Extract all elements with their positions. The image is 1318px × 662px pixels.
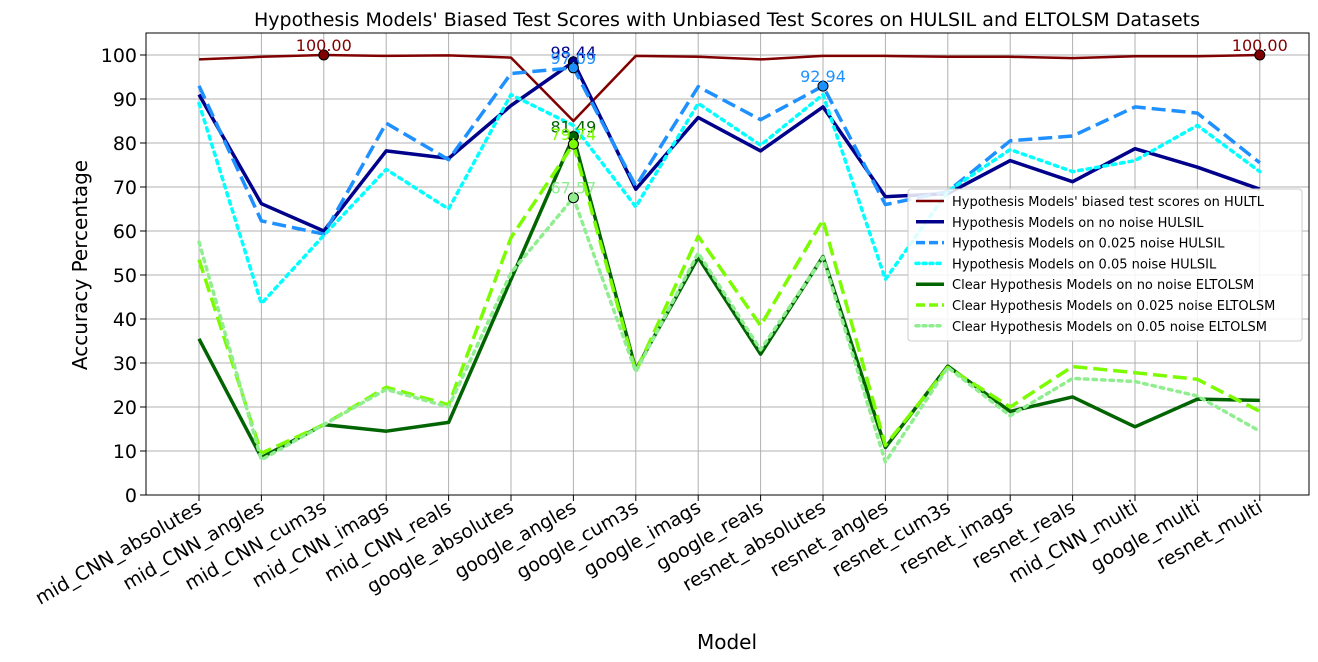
grid xyxy=(146,33,1309,496)
data-point-marker xyxy=(817,80,829,92)
plot-frame xyxy=(145,32,1310,496)
legend: Hypothesis Models' biased test scores on… xyxy=(907,188,1303,342)
y-tick-label: 100 xyxy=(101,45,137,67)
legend-label: Hypothesis Models on 0.05 noise HULSIL xyxy=(952,257,1217,272)
y-axis: 0 10 20 30 40 50 60 70 80 90 100 xyxy=(101,45,146,507)
data-point-label: 97.09 xyxy=(550,49,596,68)
legend-label: Hypothesis Models on 0.025 noise HULSIL xyxy=(952,237,1225,252)
legend-label: Hypothesis Models on no noise HULSIL xyxy=(952,216,1204,231)
y-tick-label: 60 xyxy=(113,221,137,243)
chart-title: Hypothesis Models' Biased Test Scores wi… xyxy=(254,9,1200,31)
series-line-4 xyxy=(197,92,1262,306)
data-point-marker xyxy=(1254,49,1266,61)
y-tick-label: 10 xyxy=(113,441,137,463)
data-point-label: 67.57 xyxy=(550,179,596,198)
series-line-2 xyxy=(197,60,1261,233)
y-tick-label: 70 xyxy=(113,177,137,199)
series-line-5 xyxy=(197,134,1260,460)
legend-box xyxy=(907,188,1303,342)
data-point-marker xyxy=(318,49,330,61)
data-point-label: 92.94 xyxy=(800,67,846,86)
y-tick-label: 50 xyxy=(113,265,137,287)
legend-label: Clear Hypothesis Models on 0.025 noise E… xyxy=(952,299,1275,314)
data-point-label: 100.00 xyxy=(1232,36,1288,55)
series-line-7 xyxy=(197,195,1262,464)
y-tick-label: 0 xyxy=(125,485,137,507)
y-tick-label: 40 xyxy=(113,309,137,331)
y-tick-label: 90 xyxy=(113,89,137,111)
data-point-label: 81.49 xyxy=(550,117,596,136)
data-point-marker xyxy=(567,138,579,150)
y-tick-label: 30 xyxy=(113,353,137,375)
data-point-marker xyxy=(567,62,579,74)
legend-label: Hypothesis Models' biased test scores on… xyxy=(952,195,1265,210)
legend-label: Clear Hypothesis Models on no noise ELTO… xyxy=(952,278,1254,293)
series-lines xyxy=(197,53,1262,464)
series-line-1 xyxy=(198,53,1260,123)
y-axis-label: Accuracy Percentage xyxy=(68,160,92,370)
x-axis-label: Model xyxy=(697,630,757,654)
data-point-label: 100.00 xyxy=(296,36,352,55)
series-line-3 xyxy=(197,66,1261,236)
legend-label: Clear Hypothesis Models on 0.05 noise EL… xyxy=(952,320,1267,335)
data-point-label: 98.44 xyxy=(550,43,596,62)
y-tick-label: 20 xyxy=(113,397,137,419)
data-point-marker xyxy=(567,192,579,204)
data-point-label: 79.74 xyxy=(550,125,596,144)
y-tick-label: 80 xyxy=(113,133,137,155)
